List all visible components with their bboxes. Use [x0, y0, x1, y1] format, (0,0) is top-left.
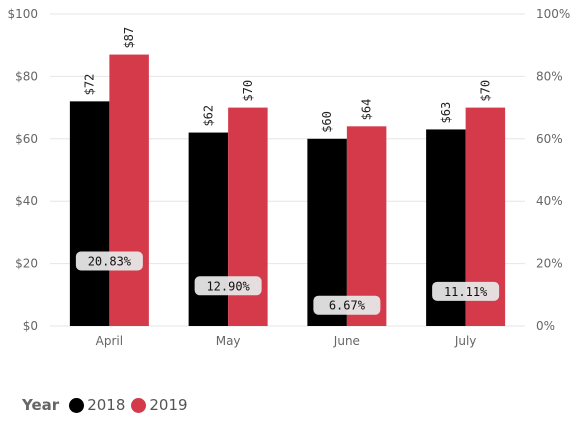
y2-tick-label: 20%	[536, 257, 563, 271]
bar-2018-may	[188, 132, 229, 326]
data-label: $60	[320, 111, 334, 133]
y-tick-label: $0	[23, 319, 38, 333]
y2-tick-label: 60%	[536, 132, 563, 146]
data-label: $63	[439, 102, 453, 124]
y2-tick-label: 80%	[536, 69, 563, 83]
legend: Year 2018 2019	[22, 396, 194, 414]
x-category-label: July	[454, 334, 477, 348]
data-labels: $72 $87 $62 $70 $60 $64 $63 $70	[83, 27, 493, 133]
growth-label-box	[432, 281, 500, 301]
data-label: $70	[241, 80, 255, 102]
x-category-label: June	[333, 334, 360, 348]
bar-chart: $0 $20 $40 $60 $80 $100 0% 20% 40% 60% 80% 100% Apri…	[7, 7, 570, 348]
y-tick-label: $80	[15, 69, 38, 83]
bar-2018-june	[307, 138, 347, 326]
legend-label-2019: 2019	[149, 396, 188, 414]
y-tick-label: $100	[7, 7, 38, 21]
bar-2018-april	[69, 101, 110, 326]
data-label: $64	[360, 99, 374, 121]
data-label: $70	[478, 80, 492, 102]
x-category-label: May	[216, 334, 241, 348]
growth-label: 20.83%	[88, 255, 132, 269]
growth-label: 6.67%	[329, 299, 366, 313]
bar-2019-june	[346, 126, 387, 326]
legend-item-2018[interactable]: 2018	[69, 396, 125, 414]
axes: $0 $20 $40 $60 $80 $100 0% 20% 40% 60% 80% 100% Apri…	[7, 7, 570, 348]
legend-swatch-2018	[69, 397, 85, 413]
bars	[69, 54, 506, 327]
growth-label-box	[75, 251, 143, 271]
legend-label-2018: 2018	[87, 396, 126, 414]
x-category-label: April	[96, 334, 123, 348]
y2-tick-label: 100%	[536, 7, 570, 21]
y2-tick-label: 0%	[536, 319, 555, 333]
growth-label: 12.90%	[206, 279, 250, 293]
y-tick-label: $20	[15, 257, 38, 271]
growth-label-box	[194, 276, 262, 296]
y-tick-label: $40	[15, 194, 38, 208]
data-label: $87	[122, 27, 136, 49]
data-label: $62	[201, 105, 215, 127]
growth-label-box	[313, 295, 381, 315]
legend-item-2019[interactable]: 2019	[131, 396, 188, 414]
legend-title: Year	[22, 396, 60, 414]
y2-tick-label: 40%	[536, 194, 563, 208]
legend-swatch-2019	[131, 397, 147, 413]
data-label: $72	[83, 74, 97, 96]
bar-2019-april	[109, 54, 149, 327]
y-tick-label: $60	[15, 132, 38, 146]
growth-label: 11.11%	[444, 285, 488, 299]
growth-labels: 20.83% 12.90% 6.67% 11.11%	[75, 251, 500, 315]
